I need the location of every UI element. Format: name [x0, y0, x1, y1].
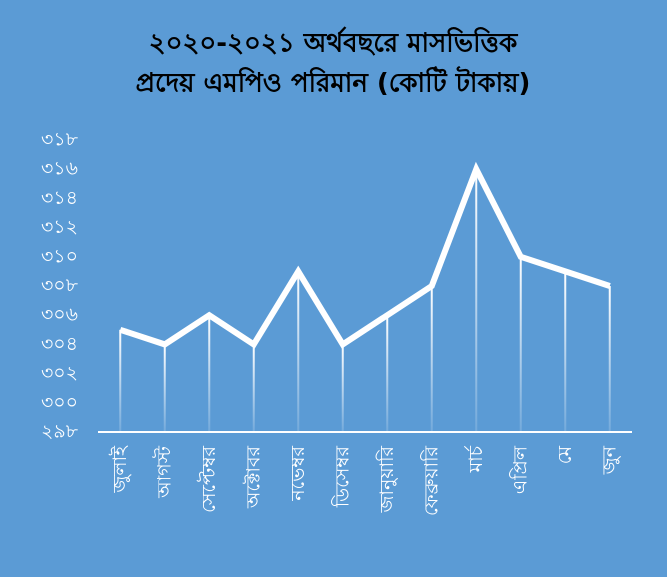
drop-line: [386, 315, 389, 432]
drop-line: [341, 344, 344, 432]
y-tick-label: ৩১৮: [41, 129, 79, 151]
x-tick-label: অক্টোবর: [242, 445, 264, 509]
chart-title: ২০২০-২০২১ অর্থবছরে মাসভিত্তিক: [149, 27, 518, 59]
drop-line: [608, 286, 611, 432]
y-tick-label: ২৯৮: [41, 421, 79, 443]
x-tick-label: মে: [554, 446, 576, 465]
y-tick-label: ৩০০: [41, 391, 78, 413]
chart-title: প্রদেয় এমপিও পরিমান (কোটি টাকায়): [136, 66, 531, 99]
y-tick-label: ৩০৮: [41, 275, 79, 297]
y-tick-label: ৩১০: [41, 245, 78, 267]
x-tick-label: নভেম্বর: [287, 445, 309, 501]
x-tick-label: ফেব্রুয়ারি: [420, 445, 442, 516]
drop-line: [119, 329, 122, 432]
data-line: [119, 161, 611, 349]
y-tick-label: ৩০২: [41, 362, 78, 384]
y-tick-label: ৩০৬: [41, 304, 78, 326]
drop-line: [163, 344, 166, 432]
drop-line: [252, 344, 255, 432]
drop-line: [519, 256, 522, 432]
x-tick-label: ডিসেম্বর: [331, 445, 353, 508]
x-tick-label: এপ্রিল: [509, 445, 531, 494]
x-tick-label: জানুয়ারি: [376, 445, 398, 513]
drop-line: [430, 286, 433, 432]
y-tick-label: ৩১৬: [41, 158, 78, 180]
drop-line: [564, 271, 567, 432]
drop-line: [475, 169, 478, 432]
drop-line: [208, 315, 211, 432]
x-tick-label: সেপ্টেম্বর: [197, 445, 220, 512]
y-tick-label: ৩১৪: [41, 187, 78, 209]
x-tick-label: মার্চ: [464, 445, 487, 473]
x-tick-label: আগস্ট: [152, 445, 175, 499]
y-tick-label: ৩০৪: [41, 333, 78, 355]
drop-line: [297, 271, 300, 432]
x-tick-label: জুলাই: [109, 445, 132, 494]
y-tick-label: ৩১২: [41, 216, 78, 238]
x-tick-label: জুন: [598, 445, 621, 475]
